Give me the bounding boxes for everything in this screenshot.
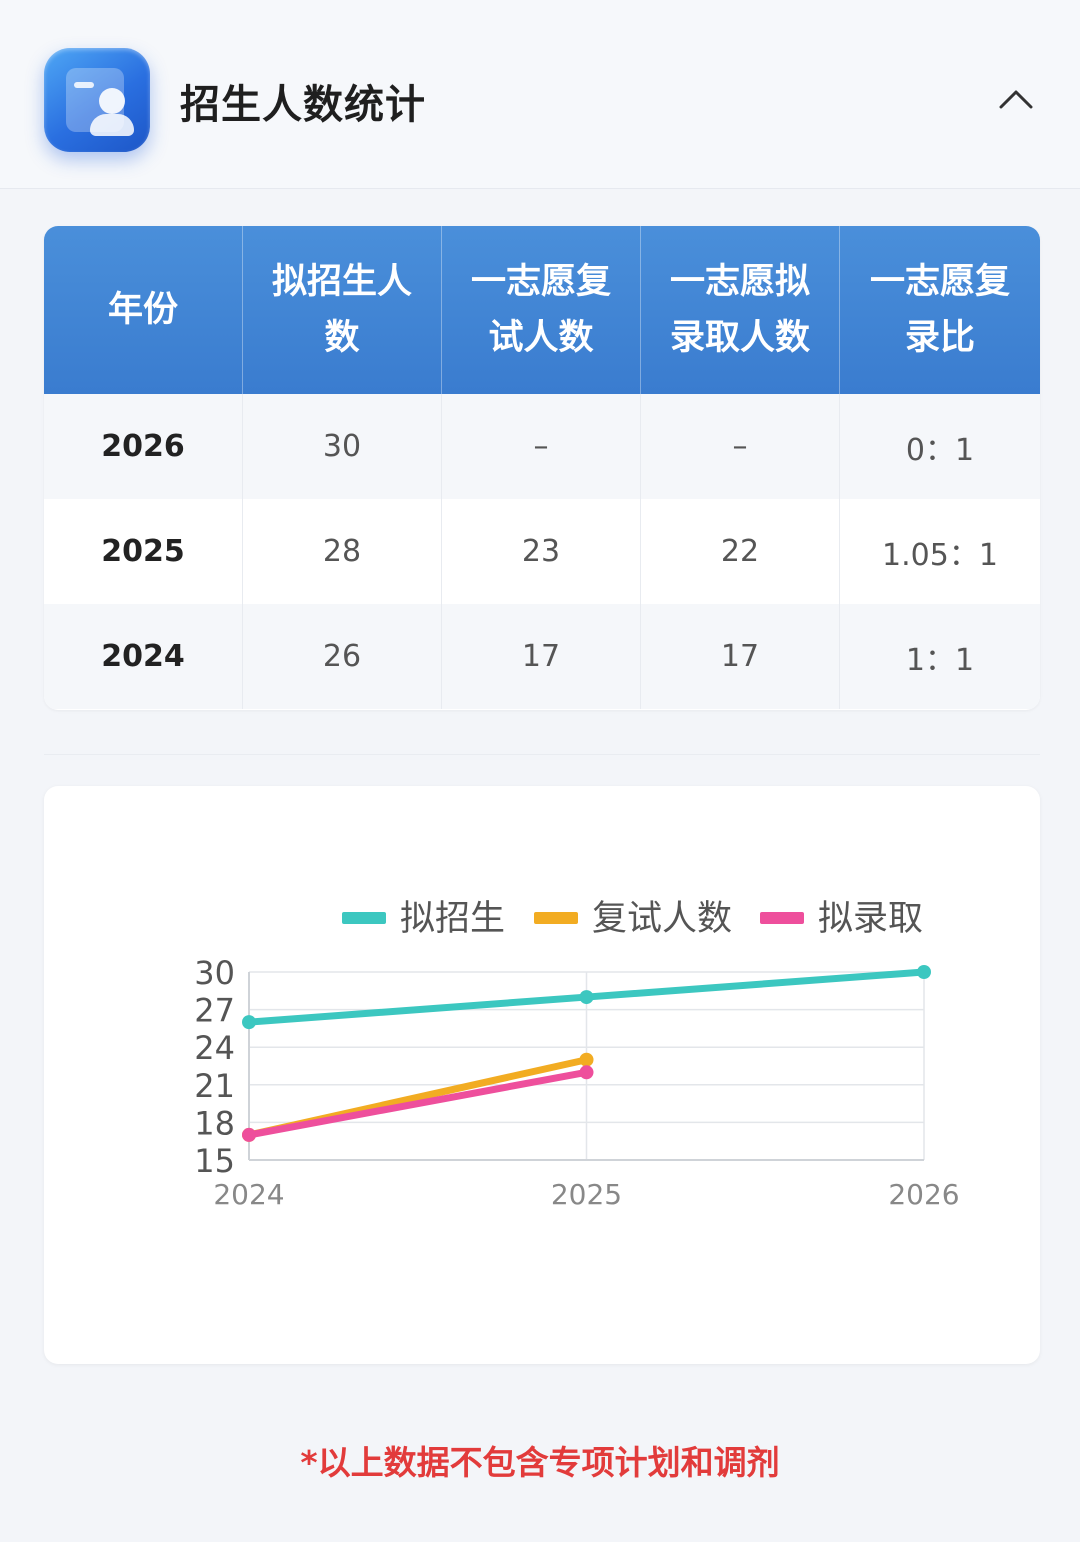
table-header-row: 年份 拟招生人数 一志愿复试人数 一志愿拟录取人数 一志愿复录比	[44, 226, 1040, 394]
table-row: 2025 28 23 22 1.05：1	[44, 499, 1040, 604]
data-point	[579, 1065, 594, 1080]
table-row: 2024 26 17 17 1：1	[44, 604, 1040, 709]
y-tick-label: 18	[194, 1104, 235, 1142]
cell-retest: 23	[442, 499, 641, 604]
divider	[44, 754, 1040, 755]
chart-card: 30 27 24 21 18 15 2024 2025 2026 拟招生 复试人数 拟录取	[44, 786, 1040, 1364]
legend-swatch	[760, 912, 804, 924]
footnote: *以上数据不包含专项计划和调剂	[300, 1443, 780, 1482]
series-line-3	[245, 1068, 590, 1139]
legend-swatch	[534, 912, 578, 924]
cell-year: 2026	[44, 394, 243, 499]
table-row: 2026 30 – – 0：1	[44, 394, 1040, 499]
section-title: 招生人数统计	[180, 82, 426, 128]
cell-ratio: 0：1	[905, 432, 975, 468]
header-cell-planned: 拟招生人数	[243, 226, 442, 394]
header-cell-retest: 一志愿复试人数	[442, 226, 641, 394]
y-tick-label: 27	[194, 992, 235, 1030]
data-point	[917, 965, 931, 979]
cell-planned: 28	[243, 499, 442, 604]
data-point	[579, 990, 594, 1005]
header-cell-ratio: 一志愿复录比	[869, 262, 1010, 358]
cell-admitted: –	[641, 394, 840, 499]
cell-admitted: 17	[641, 604, 840, 709]
card-line	[74, 82, 94, 88]
person-body	[90, 114, 134, 136]
section-header[interactable]: 招生人数统计	[0, 0, 1080, 189]
person-head	[99, 88, 125, 114]
cell-retest: –	[442, 394, 641, 499]
cell-planned: 26	[243, 604, 442, 709]
enrollment-table: 年份 拟招生人数 一志愿复试人数 一志愿拟录取人数 一志愿复录比 2026 30…	[44, 226, 1040, 710]
y-tick-label: 30	[194, 954, 235, 992]
legend-label: 拟招生	[400, 899, 505, 939]
cell-admitted: 22	[641, 499, 840, 604]
data-point	[242, 1015, 256, 1030]
data-point	[242, 1127, 256, 1142]
cell-planned: 30	[243, 394, 442, 499]
cell-year: 2025	[44, 499, 243, 604]
y-tick-label: 24	[194, 1029, 235, 1067]
legend-label: 复试人数	[592, 899, 732, 939]
x-tick-label: 2026	[888, 1178, 959, 1211]
cell-retest: 17	[442, 604, 641, 709]
legend-swatch	[342, 912, 386, 924]
cell-ratio: 1：1	[905, 642, 975, 678]
cell-ratio: 1.05：1	[882, 537, 998, 573]
legend-label: 拟录取	[818, 899, 923, 939]
y-tick-label: 21	[194, 1067, 235, 1105]
header-cell-year: 年份	[44, 226, 243, 394]
x-tick-label: 2024	[213, 1178, 284, 1211]
header-cell-admitted: 一志愿拟录取人数	[641, 226, 840, 394]
cell-year: 2024	[44, 604, 243, 709]
data-point	[579, 1052, 594, 1067]
chevron-up-icon[interactable]	[998, 86, 1034, 110]
y-tick-label: 15	[194, 1142, 235, 1180]
x-tick-label: 2025	[551, 1178, 622, 1211]
profile-card-icon	[44, 48, 150, 152]
